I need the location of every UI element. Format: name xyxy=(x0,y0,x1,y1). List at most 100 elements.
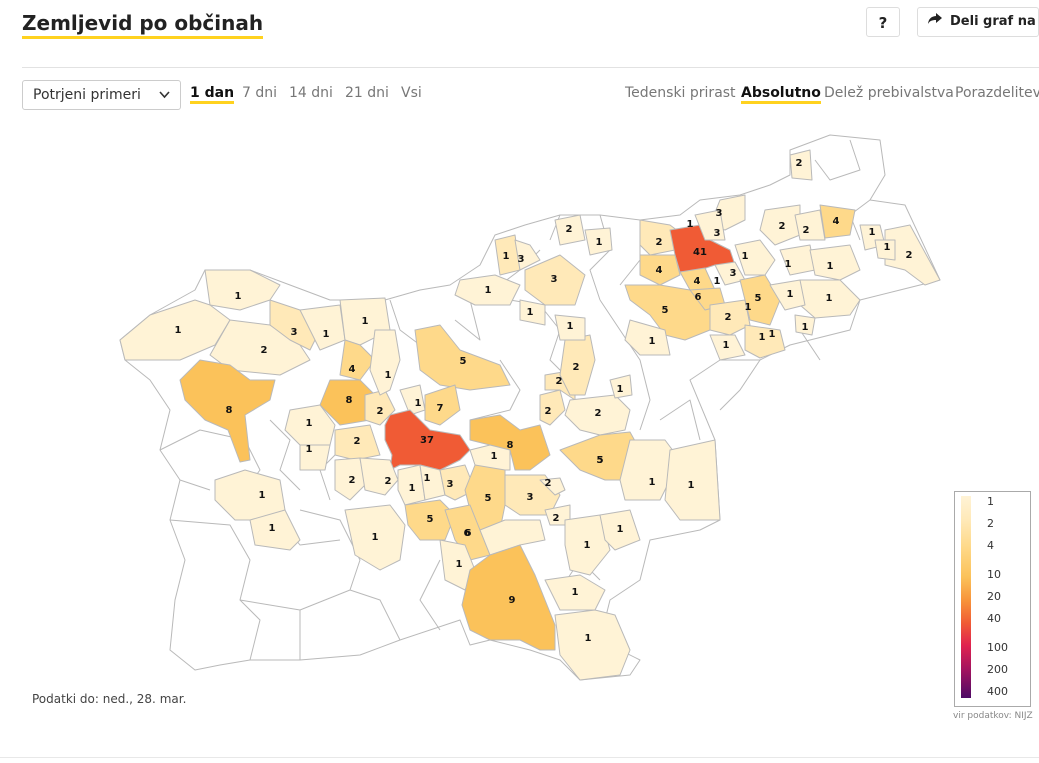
municipality-value-label: 1 xyxy=(584,540,591,551)
range-1-day[interactable]: 1 dan xyxy=(190,85,235,104)
legend-label: 2 xyxy=(987,517,994,530)
municipality-value-label: 4 xyxy=(833,216,840,227)
municipality-value-label: 6 xyxy=(464,528,471,539)
page-title: Zemljevid po občinah xyxy=(22,10,264,39)
municipality-value-label: 1 xyxy=(649,477,656,488)
range-7-days[interactable]: 7 dni xyxy=(242,85,278,101)
municipality-value-label: 1 xyxy=(527,307,534,318)
municipality-value-label: 6 xyxy=(465,528,472,539)
municipality-value-label: 2 xyxy=(553,513,560,524)
municipality-value-label: 2 xyxy=(349,475,356,486)
municipality-value-label: 4 xyxy=(349,364,356,375)
municipality-value-label: 8 xyxy=(226,405,233,416)
municipality-value-label: 1 xyxy=(456,559,463,570)
municipality-value-label: 1 xyxy=(306,444,313,455)
municipality-value-label: 5 xyxy=(662,305,669,316)
municipality-value-label: 2 xyxy=(545,478,552,489)
mode-distribution[interactable]: Porazdelitev xyxy=(955,85,1039,101)
municipality-value-label: 1 xyxy=(572,587,579,598)
municipality-value-label: 1 xyxy=(306,418,313,429)
municipality-value-label: 1 xyxy=(688,480,695,491)
municipality-value-label: 1 xyxy=(409,483,416,494)
municipality-value-label: 3 xyxy=(551,274,558,285)
range-all[interactable]: Vsi xyxy=(401,85,422,101)
bottom-divider xyxy=(0,757,1039,758)
municipality-value-label: 1 xyxy=(485,285,492,296)
municipality-value-label: 37 xyxy=(420,435,434,446)
range-14-days[interactable]: 14 dni xyxy=(289,85,333,101)
municipality-value-label: 2 xyxy=(545,406,552,417)
share-button[interactable]: Deli graf na xyxy=(917,7,1039,37)
municipality-value-label: 5 xyxy=(755,293,762,304)
legend-label: 100 xyxy=(987,641,1008,654)
municipality-value-label: 1 xyxy=(235,291,242,302)
municipality-value-label: 1 xyxy=(714,276,721,287)
municipality-value-label: 3 xyxy=(730,268,737,279)
municipality-value-label: 1 xyxy=(827,261,834,272)
municipality-value-label: 1 xyxy=(802,322,809,333)
legend-label: 400 xyxy=(987,685,1008,698)
legend-color-bar xyxy=(961,496,971,698)
municipality-value-label: 2 xyxy=(595,408,602,419)
municipality-value-label: 3 xyxy=(527,492,534,503)
municipality-value-label: 3 xyxy=(291,327,298,338)
municipality-value-label: 1 xyxy=(175,325,182,336)
municipality-value-label: 1 xyxy=(491,451,498,462)
municipality-value-label: 2 xyxy=(377,406,384,417)
mode-weekly-growth[interactable]: Tedenski prirast xyxy=(625,85,736,101)
municipality-value-label: 3 xyxy=(716,208,723,219)
chevron-down-icon xyxy=(159,81,170,120)
municipality-value-label: 5 xyxy=(460,356,467,367)
municipality-value-label: 2 xyxy=(803,225,810,236)
municipality-value-label: 1 xyxy=(424,473,431,484)
municipality-value-label: 5 xyxy=(485,493,492,504)
municipality-value-label: 1 xyxy=(745,302,752,313)
municipality-value-label: 1 xyxy=(259,490,266,501)
color-legend: 1 2 4 10 20 40 100 200 400 xyxy=(954,491,1031,707)
legend-label: 20 xyxy=(987,590,1001,603)
municipality-value-label: 1 xyxy=(884,242,891,253)
municipality-value-label: 1 xyxy=(323,329,330,340)
municipality-value-label: 2 xyxy=(725,312,732,323)
municipality-value-label: 2 xyxy=(796,158,803,169)
range-21-days[interactable]: 21 dni xyxy=(345,85,389,101)
municipality-value-label: 1 xyxy=(617,384,624,395)
municipality-value-label: 1 xyxy=(585,633,592,644)
legend-label: 10 xyxy=(987,568,1001,581)
municipality-value-label: 2 xyxy=(261,345,268,356)
data-date: Podatki do: ned., 28. mar. xyxy=(32,692,187,706)
municipality-value-label: 41 xyxy=(693,247,707,258)
municipality-value-label: 1 xyxy=(787,289,794,300)
municipality-value-label: 1 xyxy=(742,251,749,262)
municipality-value-label: 1 xyxy=(869,227,876,238)
municipality-value-label: 1 xyxy=(362,316,369,327)
legend-label: 4 xyxy=(987,539,994,552)
municipality-value-label: 1 xyxy=(372,532,379,543)
legend-label: 1 xyxy=(987,495,994,508)
municipality-value-label: 2 xyxy=(556,376,563,387)
municipality-value-label: 1 xyxy=(385,370,392,381)
divider xyxy=(22,67,1039,68)
municipality-value-label: 1 xyxy=(826,293,833,304)
mode-population-share[interactable]: Delež prebivalstva xyxy=(824,85,954,101)
municipality-value-label: 1 xyxy=(759,332,766,343)
municipality-value-label: 4 xyxy=(656,265,663,276)
municipality-value-label: 2 xyxy=(354,436,361,447)
municipality-value-label: 9 xyxy=(509,595,516,606)
municipality-value-label: 1 xyxy=(269,523,276,534)
data-source: vir podatkov: NIJZ xyxy=(953,711,1033,721)
municipality-value-label: 1 xyxy=(415,398,422,409)
municipality-value-label: 1 xyxy=(785,259,792,270)
municipality-value-label: 5 xyxy=(597,455,604,466)
mode-absolute[interactable]: Absolutno xyxy=(741,85,821,104)
municipality-value-label: 7 xyxy=(437,403,444,414)
municipality-value-label: 1 xyxy=(687,219,694,230)
municipality-value-label: 2 xyxy=(906,250,913,261)
municipality-value-label: 6 xyxy=(695,292,702,303)
share-arrow-icon xyxy=(928,8,942,36)
municipality-value-label: 3 xyxy=(518,254,525,265)
municipality-value-label: 3 xyxy=(447,479,454,490)
help-button[interactable]: ? xyxy=(866,7,900,37)
municipality-value-label: 1 xyxy=(596,237,603,248)
metric-select[interactable]: Potrjeni primeri xyxy=(22,80,181,110)
